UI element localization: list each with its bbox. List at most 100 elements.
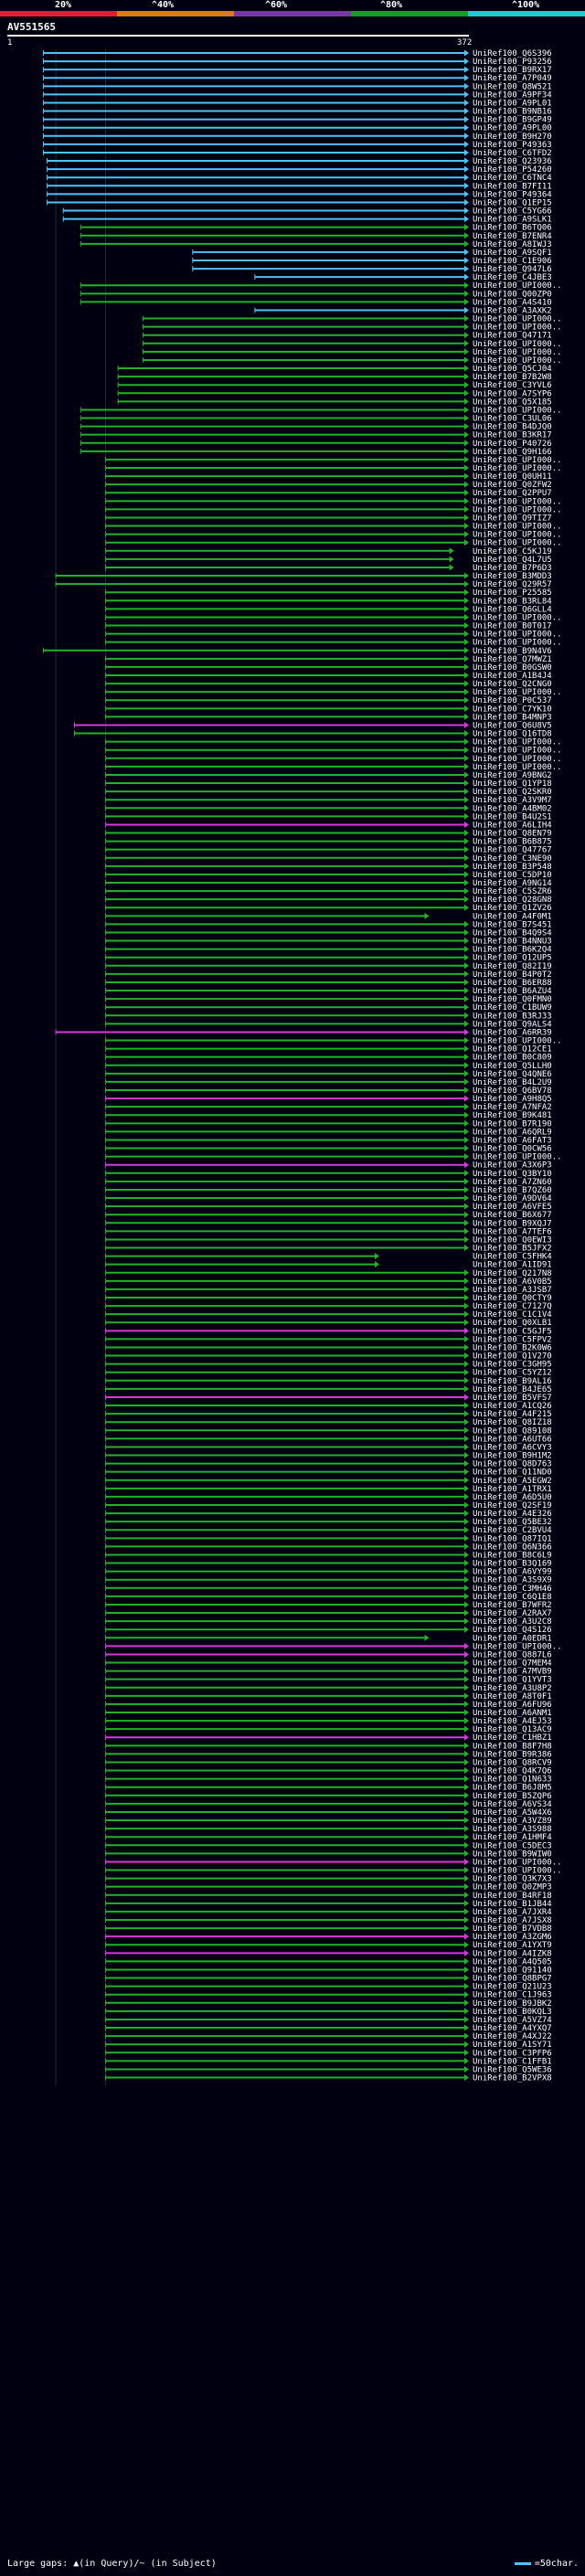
hit-arrow-109 (464, 946, 469, 953)
hit-label-214: UniRef100_A3VZ89 (473, 1817, 552, 1826)
hit-arrow-138 (464, 1186, 469, 1193)
hit-label-60: UniRef100_UPI000.. (473, 539, 562, 548)
hit-label-109: UniRef100_B6K2Q4 (473, 946, 552, 955)
hit-label-77: UniRef100_Q2CNG0 (473, 680, 552, 689)
hit-arrow-235 (464, 1991, 469, 1998)
hit-arrow-198 (464, 1684, 469, 1691)
hit-label-6: UniRef100_A9PF34 (473, 90, 552, 100)
hit-label-16: UniRef100_C6TNC4 (473, 174, 552, 183)
hit-arrow-22 (464, 224, 469, 231)
hit-arrow-62 (449, 556, 454, 563)
hit-label-102: UniRef100_C5SZR6 (473, 887, 552, 896)
hit-label-75: UniRef100_B0GSW0 (473, 663, 552, 673)
hit-arrow-175 (464, 1493, 469, 1500)
hit-arrow-114 (464, 987, 469, 994)
hit-label-145: UniRef100_B5JFX2 (473, 1245, 552, 1254)
hit-label-104: UniRef100_Q1ZV26 (473, 904, 552, 913)
hit-label-225: UniRef100_A7JXR4 (473, 1908, 552, 1917)
hit-arrow-68 (464, 605, 469, 612)
hit-arrow-127 (464, 1095, 469, 1102)
hit-arrow-24 (464, 240, 469, 248)
hit-label-227: UniRef100_B7VDB8 (473, 1924, 552, 1934)
hit-label-220: UniRef100_UPI000.. (473, 1867, 562, 1876)
hit-arrow-17 (464, 182, 469, 189)
hit-label-17: UniRef100_B7FI11 (473, 182, 552, 191)
hit-label-81: UniRef100_B4MNP3 (473, 713, 552, 722)
hit-arrow-84 (464, 738, 469, 746)
hit-label-38: UniRef100_UPI000.. (473, 356, 562, 366)
hit-arrow-55 (464, 497, 469, 504)
hit-arrow-148 (464, 1269, 469, 1277)
hit-label-198: UniRef100_A3U8P2 (473, 1684, 552, 1693)
hit-arrow-74 (464, 655, 469, 663)
hit-label-24: UniRef100_A8IWJ3 (473, 240, 552, 249)
hit-label-64: UniRef100_B3MDD3 (473, 572, 552, 581)
hit-arrow-16 (464, 174, 469, 181)
hit-label-164: UniRef100_A1CQ26 (473, 1402, 552, 1411)
hit-arrow-83 (464, 730, 469, 737)
hit-arrow-222 (464, 1883, 469, 1891)
hit-label-138: UniRef100_B7QZ60 (473, 1186, 552, 1195)
hit-arrow-26 (464, 257, 469, 264)
hit-label-29: UniRef100_UPI000.. (473, 281, 562, 291)
hit-arrow-168 (464, 1435, 469, 1442)
hit-label-65: UniRef100_Q29R57 (473, 580, 552, 589)
hit-label-50: UniRef100_UPI000.. (473, 456, 562, 465)
large-gaps-legend: Large gaps: ▲(in Query)/~ (in Subject) (7, 2559, 217, 2569)
hit-label-156: UniRef100_C5FPV2 (473, 1335, 552, 1344)
hit-arrow-11 (464, 133, 469, 140)
hit-label-5: UniRef100_Q8W521 (473, 82, 552, 91)
hit-arrow-119 (464, 1028, 469, 1035)
hit-arrow-103 (464, 896, 469, 903)
hit-label-67: UniRef100_B3RL84 (473, 597, 552, 606)
hit-label-76: UniRef100_A1B4J4 (473, 672, 552, 681)
hit-arrow-30 (464, 290, 469, 297)
hit-arrow-48 (464, 440, 469, 447)
hit-label-68: UniRef100_Q6GLL4 (473, 605, 552, 614)
hit-arrow-15 (464, 165, 469, 173)
hit-arrow-141 (464, 1211, 469, 1218)
hit-label-206: UniRef100_B9R386 (473, 1750, 552, 1759)
hit-label-218: UniRef100_B9WIW0 (473, 1850, 552, 1859)
hit-label-161: UniRef100_B9AL16 (473, 1377, 552, 1386)
hit-label-242: UniRef100_C3PFP6 (473, 2049, 552, 2058)
hit-arrow-167 (464, 1426, 469, 1434)
hit-arrow-52 (464, 472, 469, 480)
hit-label-244: UniRef100_Q5WE36 (473, 2065, 552, 2074)
hit-arrow-161 (464, 1377, 469, 1384)
hit-arrow-7 (464, 99, 469, 106)
hit-label-4: UniRef100_A7P049 (473, 74, 552, 83)
hit-arrow-86 (464, 755, 469, 762)
hit-label-193: UniRef100_UPI000.. (473, 1642, 562, 1651)
hit-arrow-225 (464, 1908, 469, 1915)
hit-label-238: UniRef100_A5VZ74 (473, 2016, 552, 2025)
hit-arrow-5 (464, 82, 469, 90)
hit-label-40: UniRef100_B7B2W8 (473, 373, 552, 382)
hit-label-226: UniRef100_A7JSX8 (473, 1916, 552, 1925)
hit-arrow-59 (464, 531, 469, 538)
hit-label-160: UniRef100_C5YZ12 (473, 1369, 552, 1378)
hit-label-158: UniRef100_Q1V270 (473, 1352, 552, 1362)
hit-arrow-220 (464, 1867, 469, 1874)
hit-label-152: UniRef100_C7127Q (473, 1302, 552, 1311)
hit-arrow-6 (464, 90, 469, 98)
hit-arrow-28 (464, 273, 469, 281)
hit-label-116: UniRef100_C1BUW9 (473, 1003, 552, 1012)
hit-label-34: UniRef100_UPI000.. (473, 323, 562, 333)
hit-arrow-23 (464, 232, 469, 239)
hit-arrow-105 (424, 912, 430, 919)
hit-arrow-245 (464, 2074, 469, 2082)
hit-label-53: UniRef100_Q0ZFW2 (473, 481, 552, 490)
hit-arrow-159 (464, 1361, 469, 1368)
hit-arrow-85 (464, 747, 469, 754)
hit-arrow-189 (464, 1609, 469, 1617)
hit-arrow-73 (464, 647, 469, 654)
hit-label-96: UniRef100_B6B875 (473, 838, 552, 847)
hit-arrow-123 (464, 1062, 469, 1069)
hit-label-121: UniRef100_Q12CE1 (473, 1045, 552, 1055)
hit-label-99: UniRef100_B3P548 (473, 863, 552, 872)
hit-arrow-104 (464, 904, 469, 911)
hit-label-82: UniRef100_Q6U8V5 (473, 721, 552, 730)
hit-label-126: UniRef100_Q6BV78 (473, 1087, 552, 1096)
